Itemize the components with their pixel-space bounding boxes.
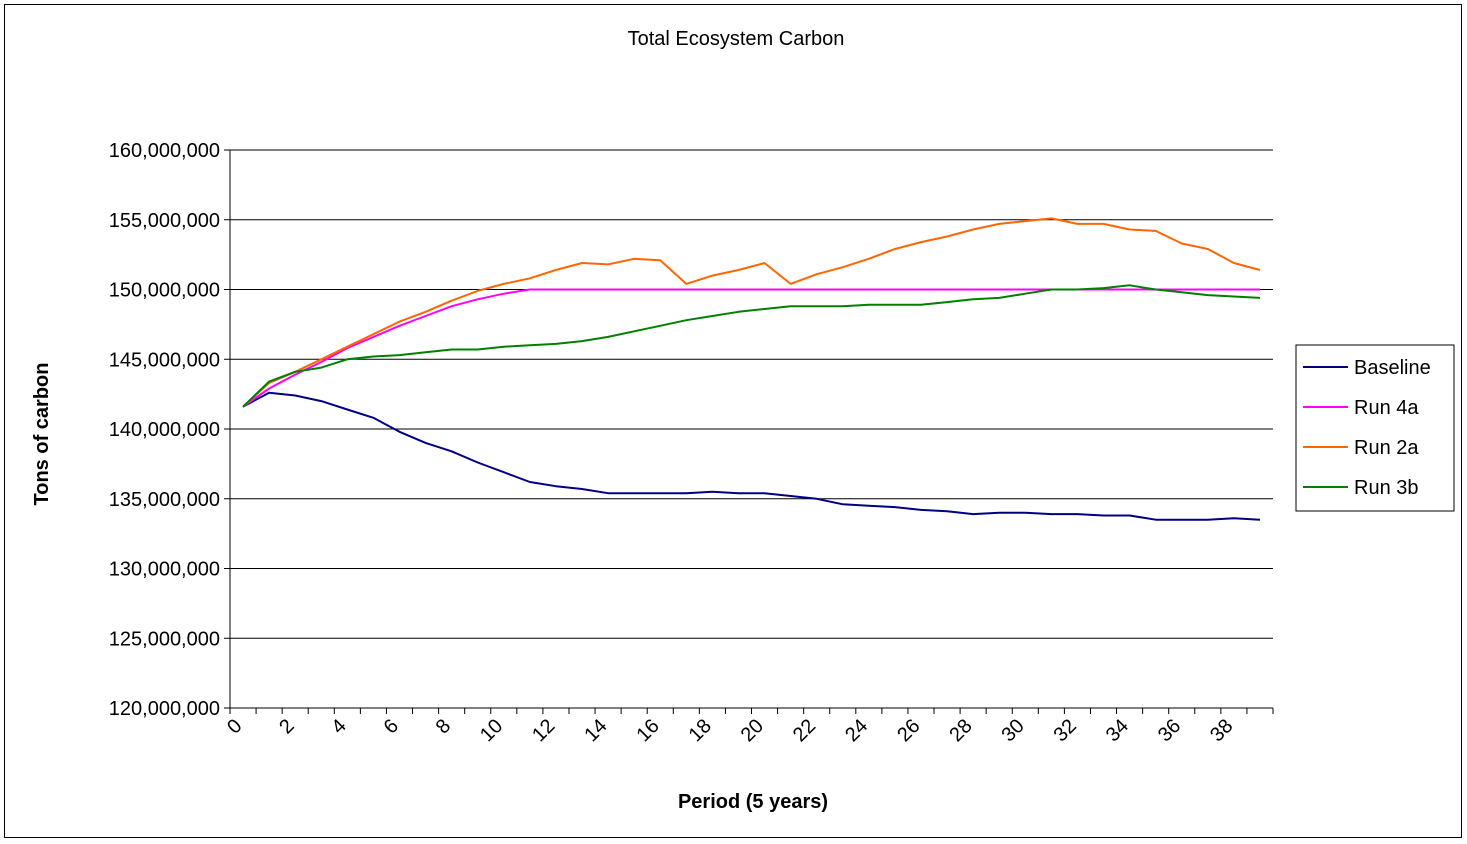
series-line-run-3b [242,284,1261,408]
x-tick-label: 30 [997,715,1028,746]
legend-label: Run 4a [1354,397,1419,419]
series-lines [242,217,1261,521]
x-tick-labels: 0 2 4 6 8 10 12 14 16 18 20 22 24 26 28 30 32 34 36 38 [223,715,1237,746]
x-tick-label: 14 [580,715,611,746]
y-tick-label: 140,000,000 [109,419,220,441]
x-tick-label: 2 [275,715,298,738]
y-tick-label: 130,000,000 [109,559,220,581]
axes [229,150,1274,714]
legend: Baseline Run 4a Run 2a Run 3b [1295,344,1455,512]
x-tick-label: 18 [685,715,716,746]
gridlines [224,149,1273,709]
x-tick-label: 6 [380,715,403,738]
y-tick-label: 155,000,000 [109,210,220,232]
y-tick-label: 160,000,000 [109,140,220,162]
y-axis-label: Tons of carbon [31,363,53,506]
legend-label: Run 2a [1354,437,1419,459]
x-tick-label: 0 [223,715,246,738]
series-line-run-4a [242,288,1260,408]
x-tick-label: 22 [789,715,820,746]
x-tick-label: 16 [632,715,663,746]
x-axis-label: Period (5 years) [678,791,828,813]
y-tick-label: 145,000,000 [109,349,220,371]
x-tick-label: 8 [432,715,455,738]
legend-box [1295,344,1455,512]
y-tick-label: 125,000,000 [109,628,220,650]
x-tick-label: 24 [841,715,872,746]
legend-label: Baseline [1354,357,1431,379]
chart-title: Total Ecosystem Carbon [628,28,845,50]
x-tick-label: 34 [1102,715,1133,746]
y-tick-label: 120,000,000 [109,698,220,720]
y-tick-labels: 120,000,000 125,000,000 130,000,000 135,000… [109,140,220,720]
chart-frame: Total Ecosystem Carbon 120,000,000 125,00… [4,4,1462,838]
y-tick-label: 135,000,000 [109,489,220,511]
x-tick-label: 36 [1154,715,1185,746]
legend-label: Run 3b [1354,477,1419,499]
x-tick-label: 26 [893,715,924,746]
x-tick-label: 12 [528,715,559,746]
x-tick-label: 38 [1206,715,1237,746]
series-line-baseline [242,391,1261,521]
series-line-run-2a [242,217,1261,408]
line-chart: Total Ecosystem Carbon 120,000,000 125,00… [31,28,1455,813]
x-tick-label: 4 [327,715,350,738]
x-tick-label: 32 [1050,715,1081,746]
y-tick-label: 150,000,000 [109,280,220,302]
x-tick-label: 20 [737,715,768,746]
x-tick-label: 10 [476,715,507,746]
x-tick-label: 28 [945,715,976,746]
